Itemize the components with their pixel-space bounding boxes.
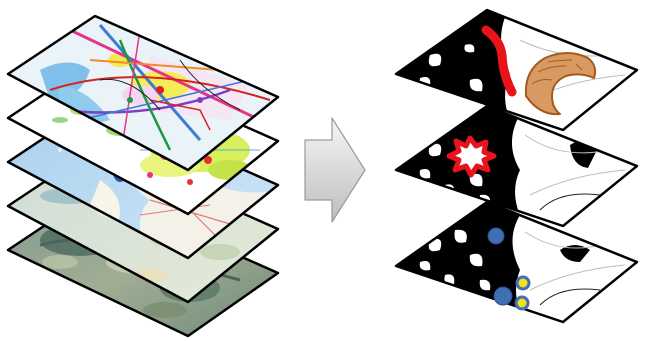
route-and-zone-analysis-layer [394, 8, 639, 132]
zone-hatch [531, 59, 583, 85]
orange-zone-area [524, 52, 597, 116]
red-hotspot-burst [446, 135, 497, 178]
blue-location-point [487, 227, 505, 245]
yellow-location-point [515, 275, 531, 291]
point-locations-layer [394, 200, 639, 324]
blue-location-point [493, 286, 513, 306]
yellow-location-point [514, 295, 530, 311]
transform-arrow-icon [304, 117, 366, 223]
red-route-line [481, 25, 517, 97]
hotspot-analysis-layer [394, 104, 639, 228]
road-network-map-layer [6, 14, 280, 172]
